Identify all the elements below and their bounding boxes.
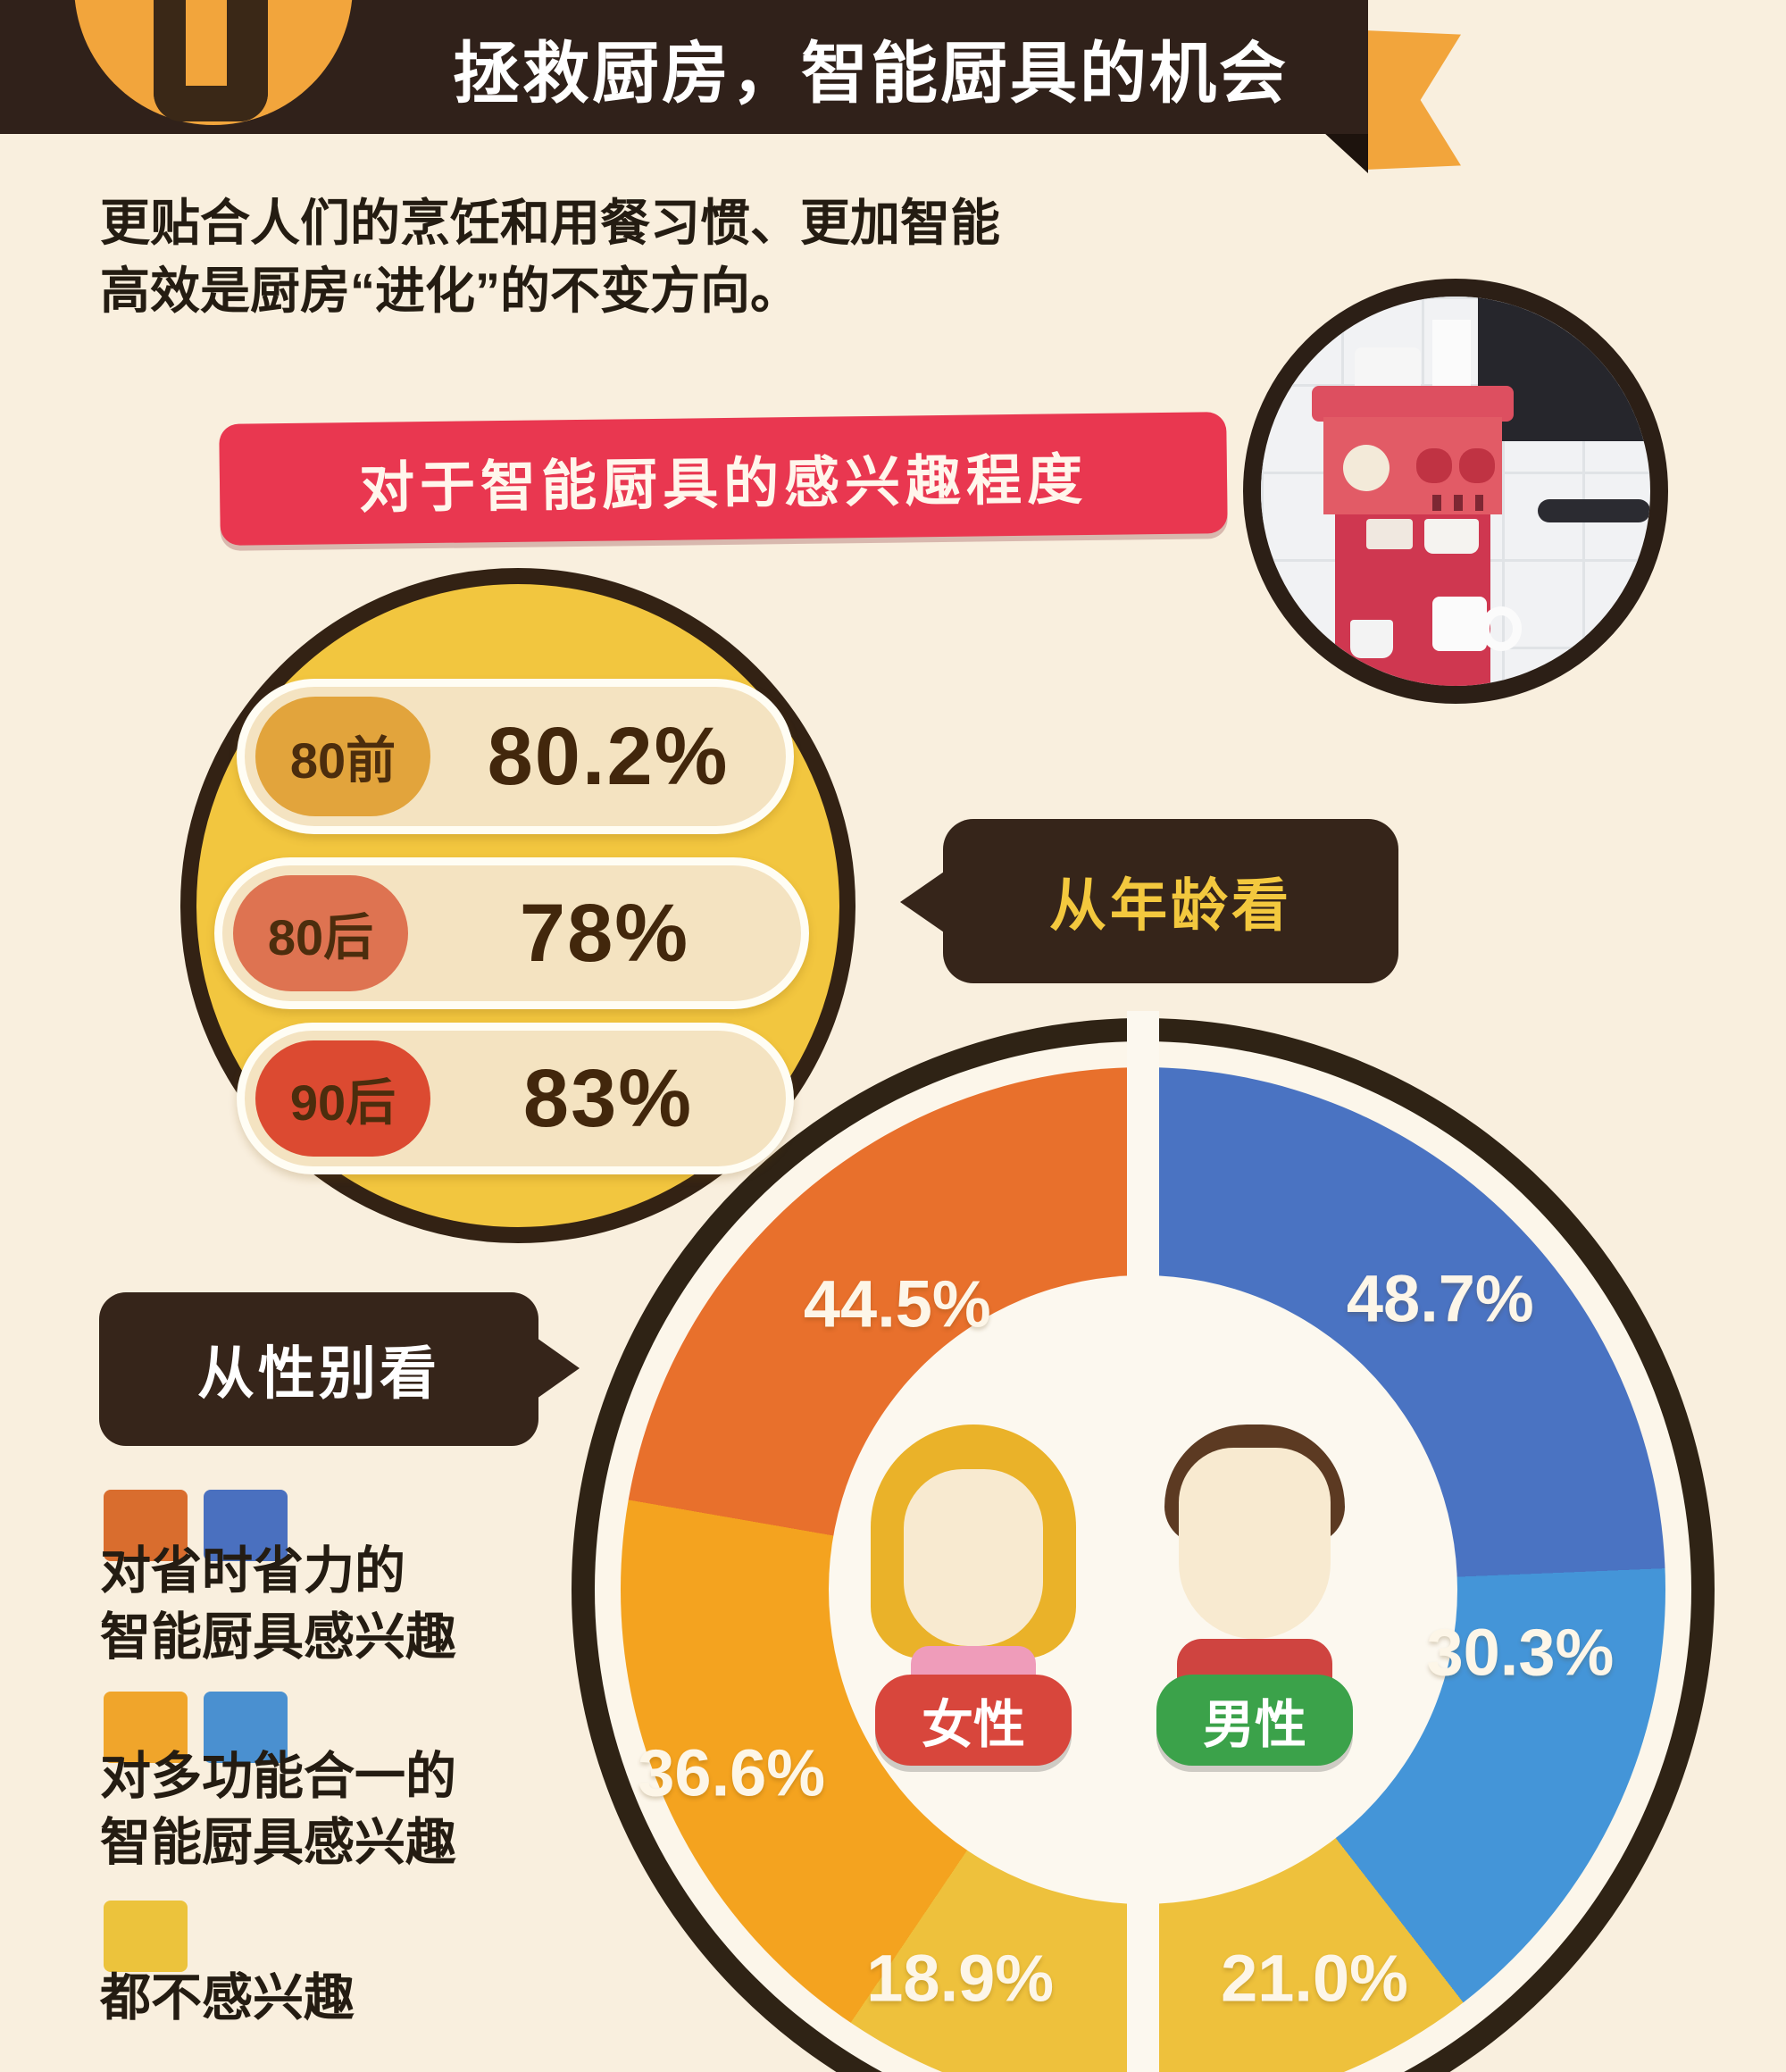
photo-machine-top xyxy=(1311,386,1515,422)
legend-item-notinterested: 都不感兴趣 xyxy=(100,1965,355,2031)
gender-donut-chart: 44.5% 48.7% 36.6% 30.3% 18.9% 21.0% 女性 男… xyxy=(572,1011,1715,2072)
photo-machine-cup-icon xyxy=(1416,448,1452,484)
age-row-label: 90后 xyxy=(255,1040,430,1157)
photo-jug xyxy=(1354,347,1421,390)
donut-gender-divider xyxy=(1127,1011,1159,2072)
age-row-value: 78% xyxy=(519,887,690,979)
header-badge-glyph xyxy=(154,0,268,121)
legend-text: 的 xyxy=(405,1748,456,1805)
age-callout-arrow xyxy=(900,870,947,934)
photo-steam-pipe xyxy=(1431,320,1472,398)
age-row-label: 80后 xyxy=(233,875,408,991)
photo-machine-vents xyxy=(1431,495,1483,511)
intro-line-2: 高效是厨房“进化”的不变方向。 xyxy=(100,263,800,319)
male-face-icon xyxy=(1179,1448,1331,1639)
photo-mug-handle xyxy=(1481,606,1523,652)
legend-text-bold: 省时省力 xyxy=(151,1542,355,1600)
legend-swatch-male-timesaving xyxy=(204,1490,288,1561)
intro-line-1: 更贴合人们的烹饪和用餐习惯、更加智能 xyxy=(100,195,1000,251)
legend-swatch-notinterested xyxy=(104,1901,188,1972)
photo-machine-cup-icon xyxy=(1459,448,1495,484)
header-banner: 拯救厨房，智能厨具的机会 xyxy=(0,0,1368,134)
legend-swatch-male-multifunction xyxy=(204,1692,288,1763)
male-avatar xyxy=(1152,1424,1357,1692)
donut-label-male-notinterested: 21.0% xyxy=(1221,1941,1408,2016)
female-avatar xyxy=(871,1424,1076,1692)
donut-label-male-timesaving: 48.7% xyxy=(1346,1261,1534,1336)
age-row-label: 80前 xyxy=(255,697,430,816)
legend-text: 对 xyxy=(100,1542,151,1600)
female-badge: 女性 xyxy=(875,1675,1072,1766)
age-row-value: 80.2% xyxy=(487,710,730,802)
intro-text: 更贴合人们的烹饪和用餐习惯、更加智能 高效是厨房“进化”的不变方向。 xyxy=(100,189,1377,325)
legend-text: 智能厨具感兴趣 xyxy=(100,1814,456,1871)
legend-text: 对 xyxy=(100,1748,151,1805)
age-callout: 从年龄看 xyxy=(943,819,1398,983)
ribbon-fold xyxy=(1323,132,1368,173)
legend-text: 的 xyxy=(355,1542,405,1600)
photo-small-cup xyxy=(1350,619,1394,659)
legend-item-timesaving: 对省时省力的 智能厨具感兴趣 xyxy=(100,1538,456,1670)
legend-text: 智能厨具感兴趣 xyxy=(100,1608,456,1666)
donut-label-female-notinterested: 18.9% xyxy=(866,1941,1055,2016)
age-row-post90: 90后 83% xyxy=(237,1023,794,1174)
donut-label-male-multifunction: 30.3% xyxy=(1426,1615,1615,1690)
legend-item-multifunction: 对多功能合一的 智能厨具感兴趣 xyxy=(100,1743,456,1876)
male-badge: 男性 xyxy=(1156,1675,1353,1766)
gender-callout-arrow xyxy=(537,1338,580,1399)
kitchen-photo xyxy=(1243,279,1668,704)
age-row-pre80: 80前 80.2% xyxy=(237,679,794,834)
section-banner: 对于智能厨具的感兴趣程度 xyxy=(219,412,1228,546)
legend-swatch-female-timesaving xyxy=(104,1490,188,1561)
page-title: 拯救厨房，智能厨具的机会 xyxy=(452,35,1289,111)
female-face-icon xyxy=(904,1469,1043,1646)
legend-text-bold: 多功能合一 xyxy=(151,1748,405,1805)
photo-machine-dial xyxy=(1342,444,1390,491)
age-row-value: 83% xyxy=(522,1052,694,1144)
photo-shelf xyxy=(1537,498,1650,522)
donut-label-female-multifunction: 36.6% xyxy=(638,1735,826,1810)
photo-white-cup xyxy=(1424,518,1480,554)
donut-label-female-timesaving: 44.5% xyxy=(803,1266,991,1341)
photo-mug xyxy=(1431,596,1487,651)
age-chart-circle: 80前 80.2% 80后 78% 90后 83% xyxy=(180,568,855,1243)
gender-callout: 从性别看 xyxy=(99,1292,538,1446)
ribbon-tail xyxy=(1365,30,1461,170)
legend-swatch-female-multifunction xyxy=(104,1692,188,1763)
photo-machine-spout xyxy=(1365,518,1414,550)
age-row-post80: 80后 78% xyxy=(214,857,809,1009)
legend-text: 都不感兴趣 xyxy=(100,1969,355,2026)
